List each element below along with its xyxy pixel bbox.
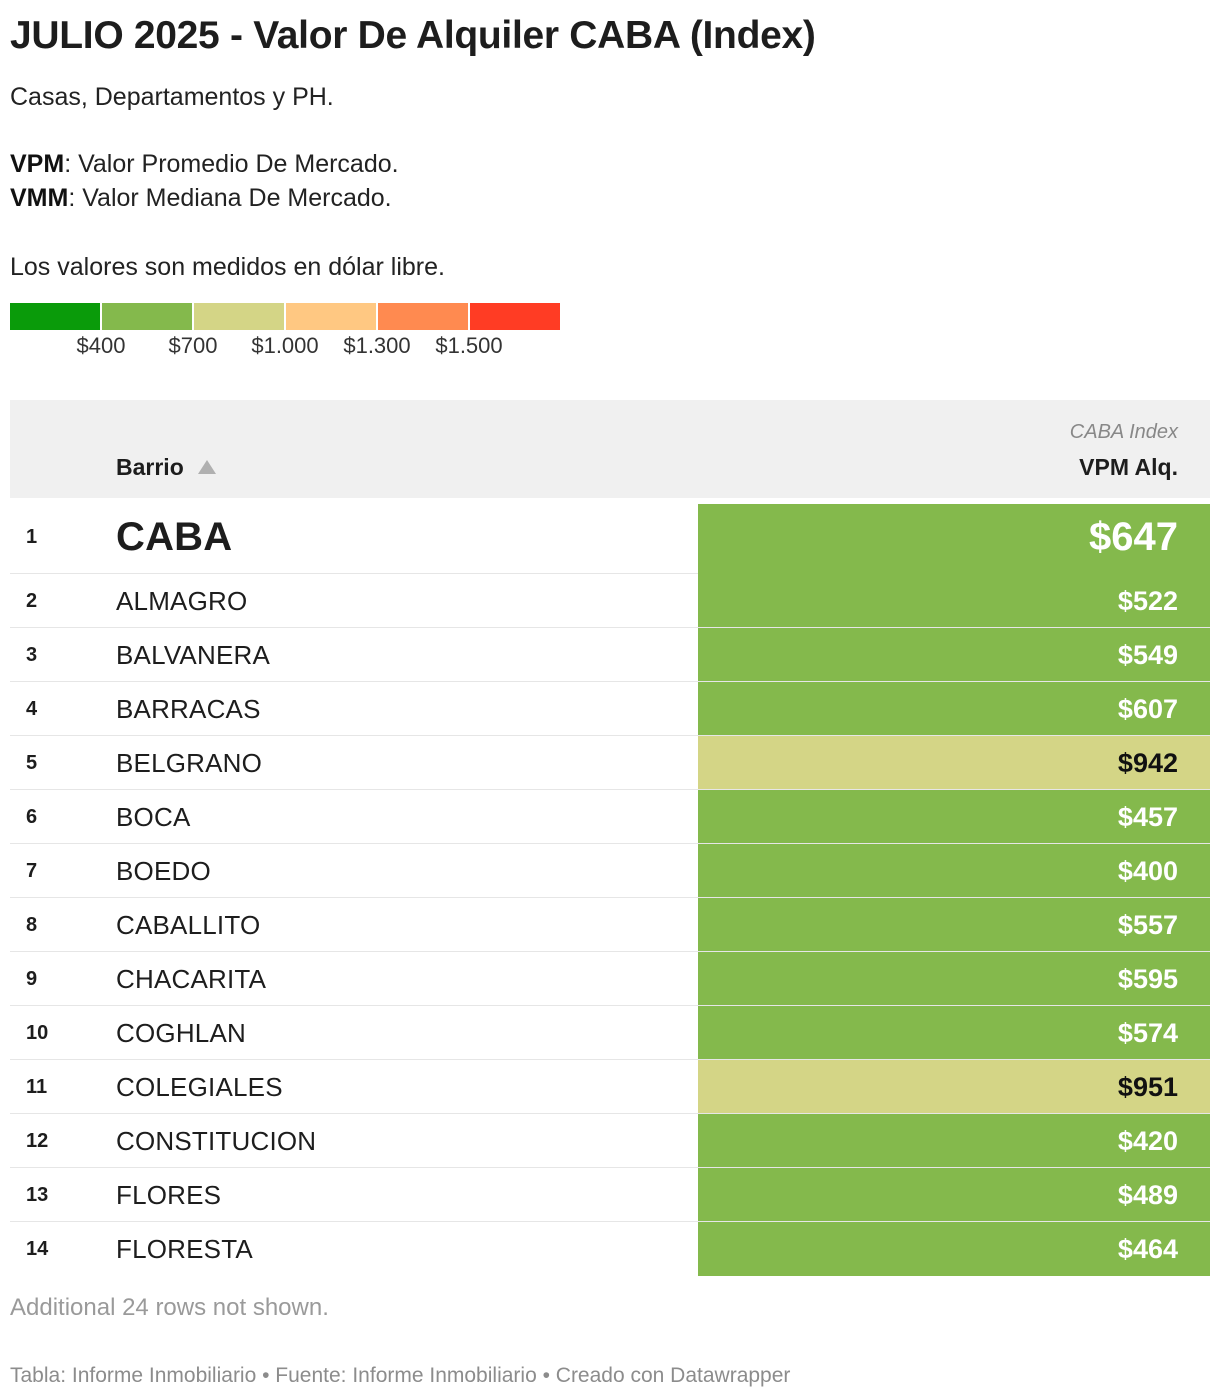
row-barrio: CABALLITO (116, 910, 261, 940)
row-barrio: FLORESTA (116, 1234, 253, 1264)
table-row: 10 COGHLAN $574 (10, 1006, 1210, 1060)
row-vpm-value: $522 (698, 574, 1210, 627)
color-legend: $400 $700 $1.000 $1.300 $1.500 (10, 303, 570, 363)
row-vpm-value: $457 (698, 790, 1210, 843)
table-row: 2 ALMAGRO $522 (10, 574, 1210, 628)
legend-swatch-6 (470, 303, 560, 330)
table-row: 11 COLEGIALES $951 (10, 1060, 1210, 1114)
row-barrio: COGHLAN (116, 1018, 246, 1048)
table-row: 6 BOCA $457 (10, 790, 1210, 844)
row-rank: 14 (26, 1238, 49, 1260)
vmm-text: : Valor Mediana De Mercado. (68, 184, 392, 212)
row-rank: 9 (26, 968, 38, 990)
row-rank: 3 (26, 644, 38, 666)
row-barrio: BOCA (116, 802, 191, 832)
row-barrio: BALVANERA (116, 640, 271, 670)
table-row: 14 FLORESTA $464 (10, 1222, 1210, 1276)
row-rank: 6 (26, 806, 38, 828)
table-row: 5 BELGRANO $942 (10, 736, 1210, 790)
legend-tick-label: $1.500 (435, 333, 503, 358)
row-vpm-value: $607 (698, 682, 1210, 735)
row-vpm-value: $400 (698, 844, 1210, 897)
row-barrio: ALMAGRO (116, 586, 248, 616)
legend-tick-label: $700 (168, 333, 218, 358)
row-vpm-value: $595 (698, 952, 1210, 1005)
legend-swatch-1 (10, 303, 100, 330)
table-row: 13 FLORES $489 (10, 1168, 1210, 1222)
legend-swatch-2 (102, 303, 192, 330)
row-rank: 8 (26, 914, 38, 936)
row-vpm-value: $464 (698, 1222, 1210, 1276)
row-vpm-value: $647 (698, 504, 1210, 574)
row-barrio: BARRACAS (116, 694, 261, 724)
column-header-value-super: CABA Index (1069, 421, 1178, 443)
vpm-definition: VPM: Valor Promedio De Mercado. (10, 147, 399, 181)
row-barrio: CHACARITA (116, 964, 267, 994)
row-barrio: FLORES (116, 1180, 222, 1210)
row-rank: 13 (26, 1184, 49, 1206)
table-row: 8 CABALLITO $557 (10, 898, 1210, 952)
table-row: 12 CONSTITUCION $420 (10, 1114, 1210, 1168)
table-row: 3 BALVANERA $549 (10, 628, 1210, 682)
legend-swatch-5 (378, 303, 468, 330)
row-rank: 10 (26, 1022, 49, 1044)
row-barrio: COLEGIALES (116, 1072, 283, 1102)
legend-swatch-4 (286, 303, 376, 330)
row-rank: 5 (26, 752, 38, 774)
table-row: 4 BARRACAS $607 (10, 682, 1210, 736)
row-rank: 1 (26, 526, 38, 548)
rows-not-shown-note: Additional 24 rows not shown. (10, 1294, 329, 1321)
row-barrio: BOEDO (116, 856, 211, 886)
row-barrio: BELGRANO (116, 748, 263, 778)
row-vpm-value: $942 (698, 736, 1210, 789)
row-vpm-value: $549 (698, 628, 1210, 681)
table-header: Barrio CABA Index VPM Alq. (10, 400, 1210, 498)
row-vpm-value: $489 (698, 1168, 1210, 1221)
legend-tick-label: $400 (76, 333, 126, 358)
row-vpm-value: $951 (698, 1060, 1210, 1113)
row-rank: 2 (26, 590, 38, 612)
row-vpm-value: $574 (698, 1006, 1210, 1059)
legend-swatch-3 (194, 303, 284, 330)
row-vpm-value: $420 (698, 1114, 1210, 1167)
row-barrio: CABA (116, 515, 233, 559)
table-row: 1 CABA $647 (10, 504, 1210, 574)
legend-tick-label: $1.300 (343, 333, 411, 358)
row-rank: 4 (26, 698, 38, 720)
table-row: 9 CHACARITA $595 (10, 952, 1210, 1006)
row-rank: 11 (26, 1076, 48, 1098)
row-vpm-value: $557 (698, 898, 1210, 951)
row-barrio: CONSTITUCION (116, 1126, 317, 1156)
legend-color-bar (10, 303, 561, 330)
vpm-label: VPM (10, 150, 65, 178)
chart-footer: Tabla: Informe Inmobiliario • Fuente: In… (10, 1364, 791, 1387)
vpm-text: : Valor Promedio De Mercado. (64, 150, 399, 178)
table-row: 7 BOEDO $400 (10, 844, 1210, 898)
vmm-label: VMM (10, 184, 69, 212)
sort-ascending-icon[interactable] (198, 460, 216, 474)
table-body: 1 CABA $647 2 ALMAGRO $522 3 BALVANERA $549 4 BARR… (10, 504, 1210, 1276)
currency-note: Los valores son medidos en dólar libre. (10, 253, 445, 281)
row-rank: 12 (26, 1130, 49, 1152)
chart-subtitle: Casas, Departamentos y PH. (10, 83, 334, 111)
legend-tick-label: $1.000 (251, 333, 319, 358)
chart-title: JULIO 2025 - Valor De Alquiler CABA (Ind… (10, 14, 816, 57)
vmm-definition: VMM: Valor Mediana De Mercado. (10, 181, 392, 215)
row-rank: 7 (26, 860, 38, 882)
column-header-vpm-alq[interactable]: VPM Alq. (1079, 454, 1178, 480)
column-header-barrio[interactable]: Barrio (116, 454, 184, 480)
